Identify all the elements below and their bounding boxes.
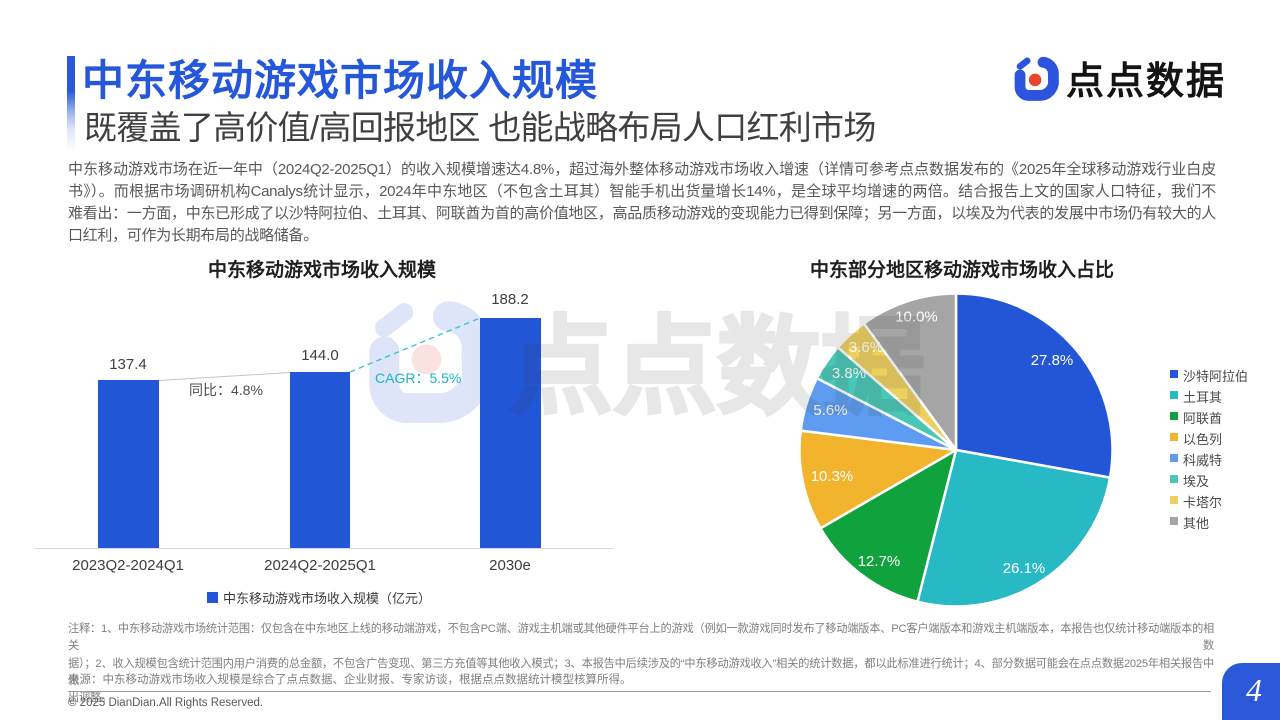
svg-text:26.1%: 26.1% <box>1003 560 1046 577</box>
svg-text:27.8%: 27.8% <box>1031 352 1074 369</box>
svg-text:10.0%: 10.0% <box>895 309 938 326</box>
svg-text:10.3%: 10.3% <box>811 468 854 485</box>
svg-text:5.6%: 5.6% <box>813 402 847 419</box>
svg-text:3.6%: 3.6% <box>849 339 883 356</box>
svg-text:12.7%: 12.7% <box>858 553 901 570</box>
svg-text:3.8%: 3.8% <box>832 365 866 382</box>
